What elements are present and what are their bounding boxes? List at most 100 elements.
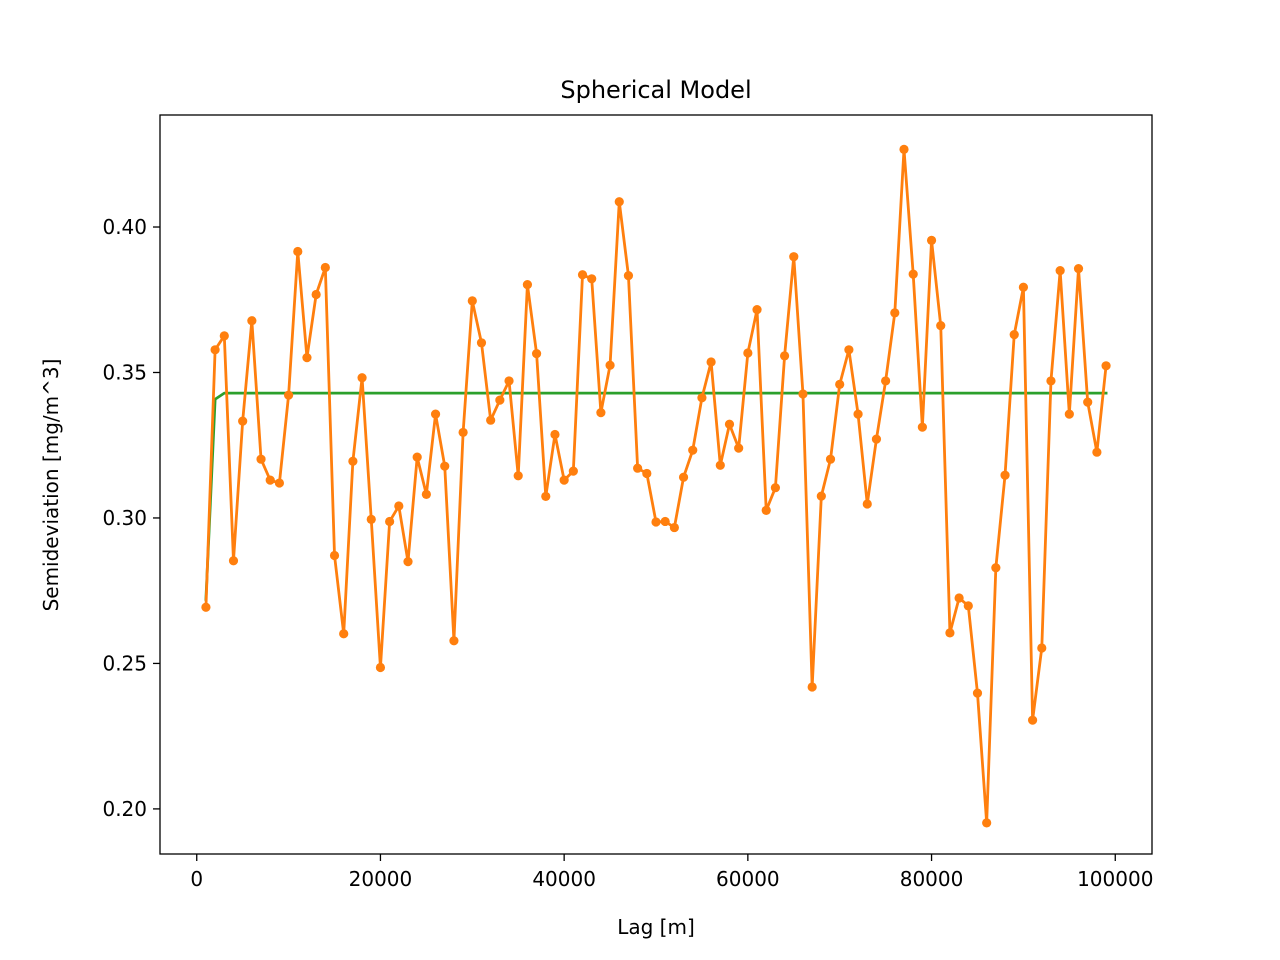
- experimental-point: [890, 308, 900, 318]
- experimental-point: [651, 517, 661, 527]
- experimental-point: [320, 262, 330, 273]
- experimental-point: [825, 454, 836, 464]
- experimental-point: [385, 516, 395, 527]
- experimental-point: [339, 629, 349, 639]
- model-line: [204, 391, 1108, 601]
- experimental-point: [541, 491, 551, 502]
- experimental-point: [577, 270, 588, 280]
- x-tick-label: 60000: [716, 867, 780, 891]
- experimental-point: [614, 197, 624, 207]
- experimental-point: [587, 274, 597, 284]
- experimental-point: [724, 419, 735, 429]
- experimental-point: [522, 280, 533, 290]
- experimental-point: [293, 246, 303, 257]
- plot-area: [201, 144, 1111, 828]
- experimental-point: [642, 468, 652, 479]
- experimental-point: [954, 593, 964, 603]
- experimental-point: [734, 443, 744, 453]
- x-tick-label: 40000: [532, 867, 596, 891]
- experimental-point: [697, 393, 707, 403]
- experimental-point: [1064, 409, 1074, 419]
- experimental-point: [715, 460, 725, 470]
- experimental-point: [936, 321, 946, 331]
- experimental-point: [669, 522, 679, 533]
- experimental-point: [761, 505, 771, 515]
- experimental-point: [596, 408, 606, 418]
- experimental-point: [862, 499, 872, 509]
- experimental-point: [228, 556, 239, 566]
- x-axis-label: Lag [m]: [617, 915, 695, 939]
- experimental-point: [917, 422, 927, 432]
- experimental-point: [1083, 397, 1093, 407]
- experimental-point: [311, 289, 321, 300]
- experimental-point: [274, 478, 285, 488]
- experimental-point: [871, 434, 882, 444]
- experimental-point: [844, 345, 854, 355]
- experimental-point: [706, 357, 716, 367]
- experimental-point: [835, 379, 845, 390]
- experimental-point: [486, 415, 496, 425]
- experimental-point: [605, 360, 615, 370]
- experimental-point: [807, 682, 817, 692]
- experimental-point: [1027, 715, 1038, 725]
- experimental-point: [1073, 264, 1084, 274]
- experimental-point: [256, 454, 266, 464]
- experimental-point: [238, 416, 248, 426]
- experimental-point: [440, 461, 450, 471]
- experimental-point: [210, 345, 220, 355]
- experimental-line: [204, 147, 1108, 825]
- experimental-point: [421, 489, 431, 499]
- y-tick-label: 0.30: [102, 506, 147, 530]
- experimental-point: [789, 252, 799, 262]
- experimental-point: [743, 348, 753, 358]
- experimental-point: [559, 475, 569, 485]
- experimental-point: [449, 636, 459, 646]
- experimental-point: [991, 563, 1001, 573]
- experimental-point: [467, 296, 477, 306]
- experimental-point: [853, 409, 863, 419]
- experimental-point: [633, 463, 643, 473]
- experimental-point: [476, 338, 487, 348]
- experimental-point: [816, 491, 826, 501]
- x-tick-label: 100000: [1077, 867, 1153, 891]
- experimental-point: [219, 331, 229, 341]
- experimental-point: [1018, 282, 1029, 292]
- experimental-point: [752, 305, 762, 315]
- chart-title: Spherical Model: [560, 76, 751, 104]
- experimental-point: [357, 373, 367, 383]
- experimental-point: [568, 466, 578, 476]
- experimental-point: [403, 557, 413, 567]
- experimental-point: [329, 550, 340, 561]
- experimental-point: [770, 483, 781, 493]
- experimental-point: [779, 351, 790, 361]
- experimental-point: [1055, 266, 1065, 276]
- experimental-point: [798, 389, 808, 399]
- experimental-point: [302, 353, 312, 363]
- experimental-point: [412, 452, 422, 462]
- experimental-point: [458, 427, 468, 438]
- y-axis-label: Semideviation [mg/m^3]: [39, 359, 63, 612]
- experimental-point: [908, 269, 918, 279]
- x-tick-label: 0: [190, 867, 203, 891]
- experimental-point: [495, 395, 505, 405]
- experimental-point: [899, 144, 909, 154]
- experimental-point: [688, 445, 698, 455]
- experimental-point: [247, 316, 257, 326]
- experimental-point: [265, 475, 275, 485]
- experimental-point: [513, 471, 523, 481]
- x-tick-label: 20000: [349, 867, 413, 891]
- experimental-point: [1037, 643, 1047, 653]
- experimental-point: [531, 348, 542, 359]
- experimental-point: [963, 601, 973, 611]
- x-tick-label: 80000: [900, 867, 964, 891]
- experimental-point: [982, 818, 992, 828]
- experimental-point: [283, 390, 294, 400]
- experimental-point: [504, 376, 514, 386]
- experimental-point: [881, 376, 891, 386]
- y-tick-label: 0.20: [102, 797, 147, 821]
- experimental-point: [1092, 447, 1102, 457]
- experimental-point: [623, 271, 634, 281]
- experimental-point: [972, 688, 983, 698]
- experimental-point: [1101, 361, 1111, 371]
